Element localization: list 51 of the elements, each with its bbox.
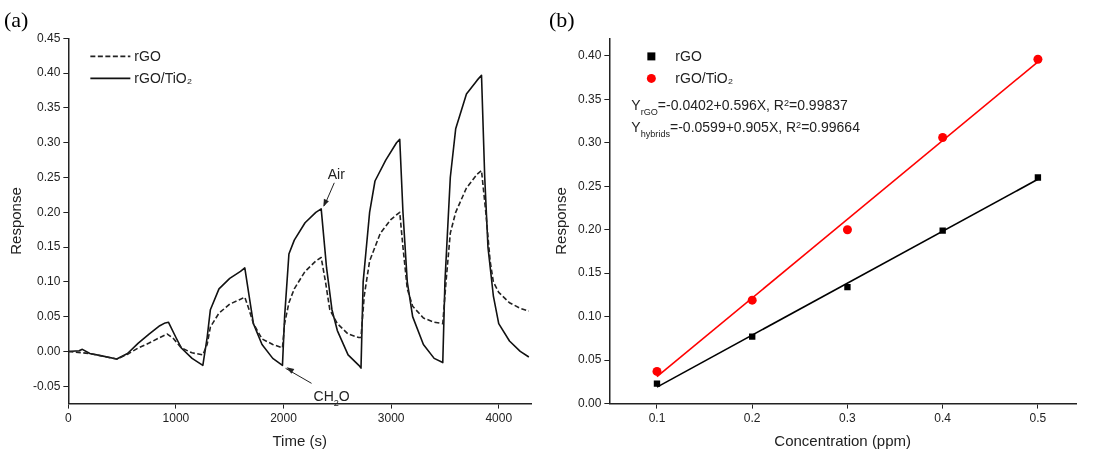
y-tick-label: 0.00: [578, 395, 602, 410]
chart-title: (a): [4, 6, 29, 32]
y-tick-label: 0.20: [578, 222, 602, 237]
x-tick-label: 4000: [485, 411, 513, 426]
y-tick-label: 0.10: [578, 308, 602, 323]
y-tick-label: 0.40: [36, 65, 61, 80]
x-axis-title: Time (s): [272, 432, 327, 450]
y-tick-label: 0.40: [578, 48, 602, 63]
x-axis-title: Concentration (ppm): [774, 432, 912, 450]
legend-label: rGO: [675, 48, 702, 65]
point: [842, 225, 852, 235]
y-tick-label: -0.05: [32, 378, 61, 393]
y-axis-title: Response: [552, 187, 570, 255]
legend-label: rGO/TiO₂: [134, 70, 193, 87]
point: [939, 227, 946, 234]
y-axis-title: Response: [7, 187, 25, 255]
legend-label: rGO/TiO₂: [675, 70, 734, 87]
x-tick-label: 0.4: [934, 411, 952, 426]
chart-title: (b): [549, 6, 575, 32]
point: [1034, 174, 1042, 181]
x-tick-label: 2000: [270, 411, 298, 426]
y-tick-label: 0.35: [578, 91, 602, 106]
x-tick-label: 0: [65, 411, 73, 426]
y-tick-label: 0.30: [578, 135, 602, 150]
y-tick-label: 0.30: [36, 135, 61, 150]
legend-label: rGO: [134, 48, 161, 65]
x-tick-label: 0.3: [839, 411, 857, 426]
y-tick-label: 0.25: [578, 178, 602, 193]
point: [747, 295, 757, 305]
y-tick-label: 0.45: [36, 30, 61, 45]
annotation: Air: [327, 165, 346, 182]
point: [1033, 54, 1043, 64]
y-tick-label: 0.20: [36, 204, 61, 219]
x-tick-label: 1000: [162, 411, 190, 426]
y-tick-label: 0.00: [36, 343, 61, 358]
y-tick-label: 0.10: [36, 274, 61, 289]
y-tick-label: 0.15: [36, 239, 61, 254]
y-tick-label: 0.35: [36, 100, 61, 115]
y-tick-label: 0.15: [578, 265, 602, 280]
point: [652, 366, 662, 376]
point: [844, 283, 851, 291]
point: [938, 133, 948, 143]
x-tick-label: 0.5: [1029, 411, 1047, 426]
x-tick-label: 3000: [377, 411, 405, 426]
y-tick-label: 0.05: [36, 308, 61, 323]
point: [749, 333, 756, 340]
point: [653, 380, 661, 387]
y-tick-label: 0.05: [578, 352, 602, 367]
y-tick-label: 0.25: [36, 169, 61, 184]
x-tick-label: 0.2: [743, 411, 761, 426]
x-tick-label: 0.1: [648, 411, 666, 426]
